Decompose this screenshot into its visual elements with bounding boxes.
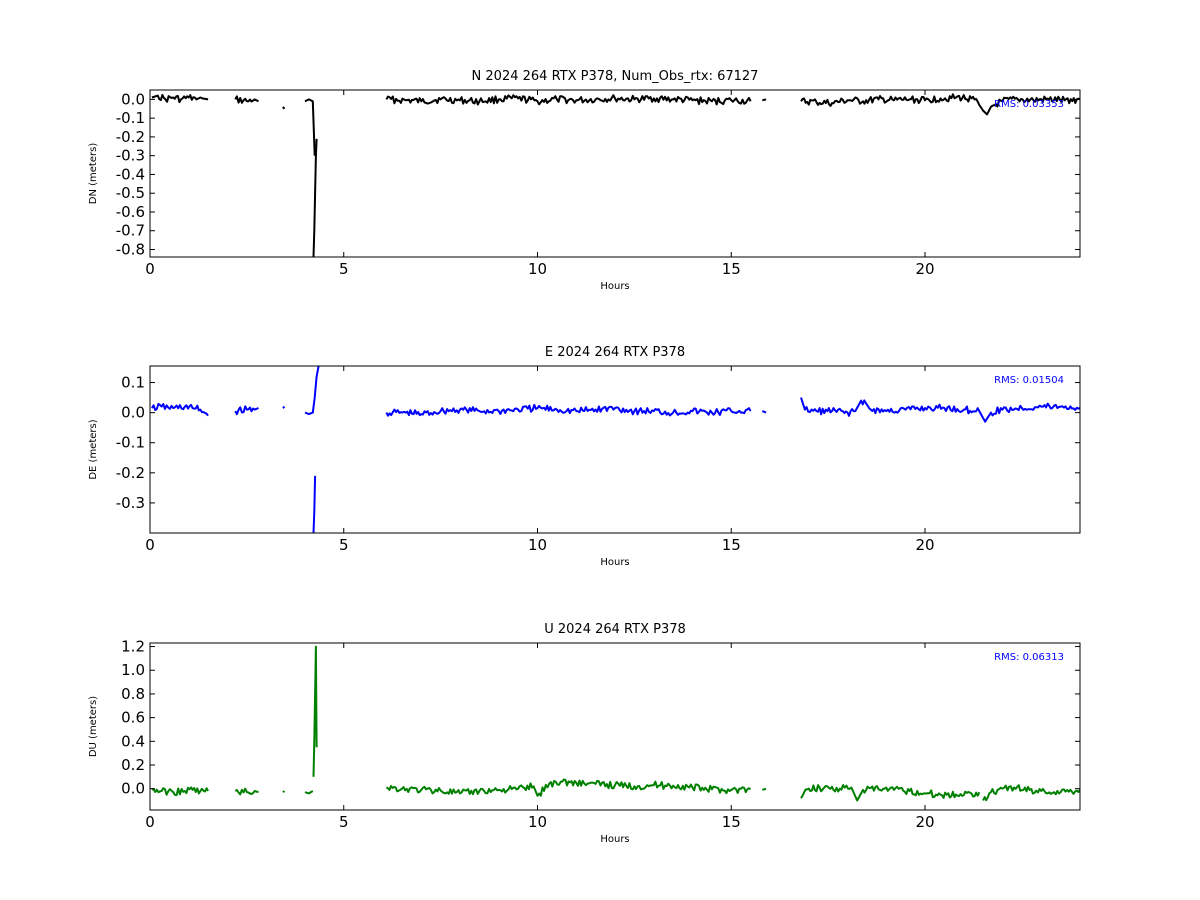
x-tick-label: 15 [722, 536, 741, 554]
axes-frame [149, 642, 1081, 811]
series-line-4 [312, 645, 318, 777]
series-line-8 [982, 784, 1080, 802]
rms-annotation: RMS: 0.06313 [994, 652, 1064, 663]
series-line-2 [282, 790, 286, 794]
y-axis-label: DN (meters) [88, 143, 99, 205]
y-tick-label: 0.0 [121, 404, 145, 422]
series-line-0 [151, 93, 209, 104]
y-tick-label: 1.0 [121, 661, 145, 679]
series-group [151, 366, 1080, 533]
y-tick-label: -0.3 [116, 494, 145, 512]
subplot-0: 0 5 10 15 20 0.0-0.1-0.2-0.3-0.4-0.5-0.6-0.7-… [88, 69, 1081, 292]
series-line-5 [385, 778, 752, 797]
x-axis-label: Hours [600, 834, 629, 845]
y-tick-label: -0.1 [116, 109, 145, 127]
y-tick-label: -0.6 [116, 203, 145, 221]
y-tick-label: 0.2 [121, 756, 145, 774]
series-group [151, 93, 1080, 257]
y-tick-label: -0.1 [116, 434, 145, 452]
series-line-7 [800, 397, 1080, 423]
series-line-1 [234, 95, 259, 104]
subplot-1: 0 5 10 15 20 0.1 0.0 -0.1 -0.2 -0.3 E 2024 264 RTX… [88, 345, 1081, 568]
y-axis-label: DE (meters) [88, 419, 99, 479]
axes-frame [149, 365, 1081, 534]
series-line-4 [312, 475, 317, 533]
y-tick-label: 0.8 [121, 685, 145, 703]
series-line-6 [761, 787, 767, 791]
chart-title: U 2024 264 RTX P378 [544, 622, 686, 637]
x-tick-label: 10 [528, 536, 547, 554]
series-line-2 [282, 106, 286, 110]
y-tick-label: 0.4 [121, 732, 145, 750]
series-line-6 [761, 410, 767, 414]
y-tick-label: 0.1 [121, 374, 145, 392]
series-line-1 [234, 787, 259, 796]
x-tick-label: 5 [339, 260, 349, 278]
y-tick-label: 0.0 [121, 780, 145, 798]
series-line-3 [304, 366, 320, 416]
x-tick-label: 15 [722, 813, 741, 831]
x-tick-label: 20 [915, 536, 934, 554]
series-line-6 [762, 98, 767, 102]
x-tick-label: 20 [915, 260, 934, 278]
series-line-4 [312, 138, 318, 257]
rms-annotation: RMS: 0.03353 [994, 99, 1064, 110]
series-group [151, 645, 1080, 802]
series-line-0 [151, 786, 209, 797]
x-tick-label: 15 [722, 260, 741, 278]
y-tick-label: -0.7 [116, 222, 145, 240]
x-tick-label: 0 [145, 813, 155, 831]
series-line-7 [800, 784, 981, 802]
y-tick-label: -0.3 [116, 147, 145, 165]
x-tick-label: 5 [339, 536, 349, 554]
y-tick-label: 1.2 [121, 638, 145, 656]
x-tick-label: 5 [339, 813, 349, 831]
series-line-3 [304, 790, 314, 795]
chart-title: N 2024 264 RTX P378, Num_Obs_rtx: 67127 [472, 69, 759, 84]
series-line-0 [151, 403, 209, 417]
y-tick-label: -0.8 [116, 240, 145, 258]
x-axis-label: Hours [600, 557, 629, 568]
y-tick-label: -0.2 [116, 128, 145, 146]
series-line-3 [304, 98, 316, 156]
series-line-1 [234, 405, 259, 416]
axes-frame [149, 89, 1081, 258]
series-line-5 [385, 94, 752, 106]
y-tick-label: -0.4 [116, 165, 145, 183]
chart-title: E 2024 264 RTX P378 [545, 345, 685, 360]
x-tick-label: 0 [145, 536, 155, 554]
rms-annotation: RMS: 0.01504 [994, 375, 1064, 386]
y-axis-label: DU (meters) [88, 696, 99, 757]
y-tick-label: -0.2 [116, 464, 145, 482]
series-line-7 [800, 93, 1080, 116]
x-tick-label: 0 [145, 260, 155, 278]
series-line-2 [282, 405, 286, 409]
x-tick-label: 10 [528, 260, 547, 278]
y-tick-label: -0.5 [116, 184, 145, 202]
y-tick-label: 0.0 [121, 90, 145, 108]
y-tick-label: 0.6 [121, 709, 145, 727]
x-tick-label: 10 [528, 813, 547, 831]
x-tick-label: 20 [915, 813, 934, 831]
subplot-2: 0 5 10 15 20 1.2 1.0 0.8 0.6 0.4 0.2 0.0 U 2024 264 … [88, 622, 1081, 845]
series-line-5 [385, 403, 752, 417]
x-axis-label: Hours [600, 281, 629, 292]
